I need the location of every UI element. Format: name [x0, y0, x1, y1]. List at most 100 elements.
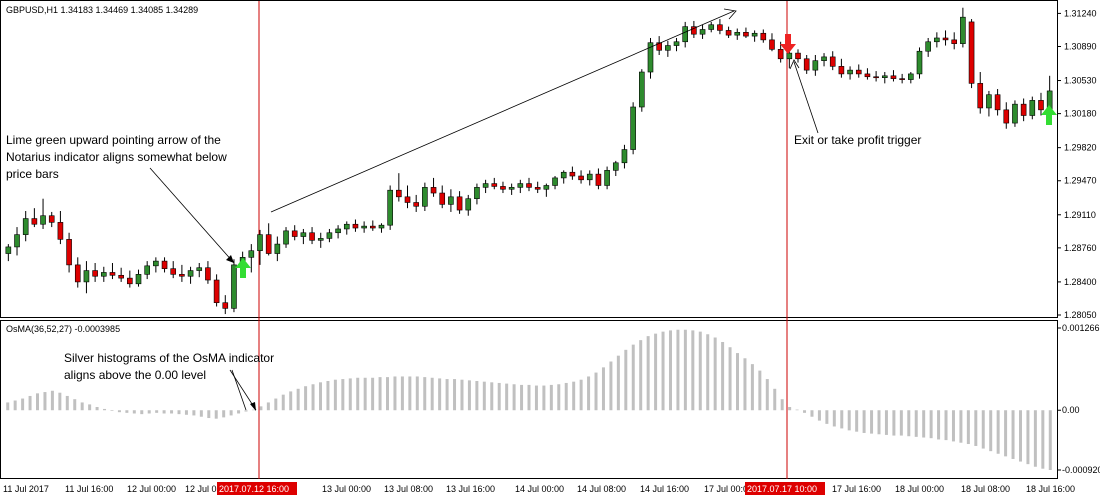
candle-body — [300, 232, 307, 237]
price-tick-label: 1.31240 — [1064, 8, 1097, 18]
candle-body — [691, 26, 697, 35]
candle-body — [413, 202, 419, 207]
osma-note-line-2: aligns above the 0.00 level — [64, 368, 206, 382]
candle-body — [83, 270, 90, 283]
candle-body — [74, 264, 81, 283]
candle-body — [534, 187, 541, 190]
candle-body — [370, 225, 376, 229]
candle-body — [396, 189, 402, 198]
candle-body — [352, 223, 359, 229]
candle-body — [890, 75, 897, 79]
candle-body — [187, 270, 194, 277]
osma-note-line-1: Silver histograms of the OsMA indicator — [64, 351, 274, 365]
candle-body — [31, 218, 38, 225]
candle-body — [708, 24, 715, 30]
candle-body — [179, 274, 185, 277]
candle-body — [1003, 109, 1010, 124]
candle-body — [57, 222, 64, 240]
candle-body — [274, 243, 281, 254]
candle-body — [387, 189, 393, 226]
signal-arrows — [235, 34, 1057, 278]
candle-body — [48, 215, 55, 223]
candle-body — [309, 232, 315, 241]
candle-body — [673, 41, 680, 46]
candle-body — [153, 260, 159, 267]
osma-annotation: Silver histograms of the OsMA indicator … — [64, 351, 274, 411]
candle-body — [1012, 103, 1018, 124]
price-tick-label: 1.28760 — [1064, 243, 1097, 253]
candle-body — [1020, 103, 1027, 116]
time-tick-label: 12 Jul 08:00 — [185, 484, 234, 494]
exit-note-pointer — [793, 61, 819, 134]
osma-tick-label: 0.001266 — [1062, 323, 1100, 333]
time-tick-label: 18 Jul 00:00 — [895, 484, 944, 494]
price-candles — [5, 7, 1053, 315]
time-tick-label: 11 Jul 2017 — [3, 484, 49, 494]
time-tick-label: 13 Jul 00:00 — [322, 484, 371, 494]
candle-body — [430, 187, 437, 194]
candle-body — [786, 52, 793, 60]
candle-body — [127, 277, 133, 285]
price-tick-label: 1.30530 — [1064, 76, 1097, 86]
candle-body — [812, 60, 819, 71]
candle-body — [777, 49, 784, 60]
candle-body — [647, 42, 654, 73]
candle-body — [986, 94, 992, 109]
price-tick-label: 1.29110 — [1064, 210, 1096, 220]
candle-body — [621, 149, 628, 164]
time-tick-label: 14 Jul 00:00 — [515, 484, 564, 494]
candle-body — [474, 187, 480, 200]
candle-body — [482, 183, 489, 188]
candle-body — [925, 41, 931, 52]
candle-body — [604, 170, 610, 186]
candle-body — [873, 76, 879, 79]
price-tick-label: 1.29470 — [1064, 176, 1097, 186]
price-pane-frame — [0, 0, 1058, 318]
candle-body — [5, 246, 12, 254]
candle-body — [422, 187, 428, 207]
candle-body — [829, 56, 836, 67]
candle-body — [526, 183, 532, 188]
candle-body — [682, 26, 688, 43]
candle-body — [751, 32, 758, 37]
buy-arrow-icon — [1041, 105, 1057, 125]
candle-body — [855, 69, 862, 75]
exit-annotation: Exit or take profit trigger — [789, 59, 921, 147]
candle-body — [92, 270, 98, 277]
candle-body — [439, 192, 446, 205]
buy-note-line-2: Notarius indicator aligns somewhat below — [6, 150, 227, 164]
candle-body — [196, 267, 203, 271]
candle-body — [404, 196, 411, 203]
sell-arrow-icon — [780, 34, 796, 54]
time-tick-label: 18 Jul 16:00 — [1026, 484, 1075, 494]
candle-body — [699, 29, 706, 35]
candle-body — [508, 187, 515, 190]
candle-body — [942, 37, 949, 41]
candle-body — [760, 32, 767, 41]
candle-body — [283, 230, 289, 245]
candle-body — [231, 264, 237, 309]
candle-body — [66, 239, 72, 266]
candle-body — [960, 16, 966, 44]
candle-body — [22, 218, 29, 235]
candle-body — [135, 274, 142, 285]
candle-body — [213, 279, 220, 304]
candle-body — [586, 173, 593, 181]
trend-arrow — [270, 8, 737, 213]
candle-body — [899, 78, 905, 80]
candle-body — [743, 32, 749, 37]
candle-body — [1029, 100, 1036, 116]
candle-body — [257, 234, 263, 252]
trend-arrow-line — [270, 10, 735, 213]
candle-body — [465, 198, 472, 211]
candle-body — [118, 274, 124, 279]
buy-note-line-1: Lime green upward pointing arrow of the — [6, 133, 221, 147]
candle-body — [821, 56, 827, 61]
candle-body — [100, 272, 107, 277]
candle-body — [326, 232, 333, 239]
price-tick-label: 1.28400 — [1064, 277, 1097, 287]
buy-annotation: Lime green upward pointing arrow of the … — [6, 133, 235, 264]
candle-body — [595, 173, 602, 186]
candle-body — [170, 268, 177, 275]
